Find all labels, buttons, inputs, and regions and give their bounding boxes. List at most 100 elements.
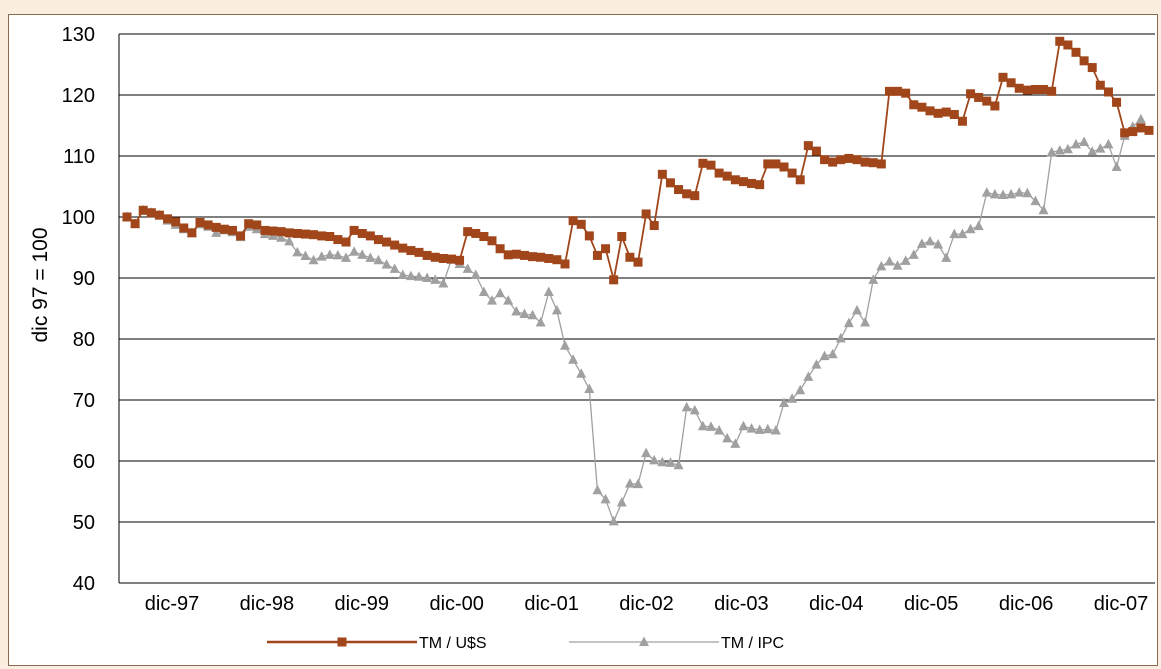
x-tick-label: dic-02 — [619, 593, 673, 615]
data-point — [836, 155, 846, 165]
data-point — [1022, 187, 1033, 198]
data-point — [390, 240, 400, 250]
data-point — [673, 459, 684, 470]
data-point — [543, 286, 554, 297]
data-point — [146, 208, 156, 218]
legend-label: TM / IPC — [721, 635, 784, 652]
data-point — [843, 317, 854, 328]
data-point — [381, 259, 392, 269]
data-point — [884, 86, 894, 96]
data-point — [292, 246, 303, 257]
data-point — [203, 220, 213, 230]
data-point — [860, 157, 870, 167]
data-point — [308, 254, 319, 265]
data-point — [730, 438, 741, 448]
data-point — [560, 259, 570, 269]
data-point — [211, 222, 221, 232]
data-point — [1022, 85, 1032, 95]
data-point — [211, 227, 222, 237]
y-tick-labels: 40 50 60 70 80 90 100 110 120 130 — [62, 24, 95, 595]
data-point — [373, 235, 383, 245]
data-point — [341, 237, 351, 247]
data-point — [828, 157, 838, 167]
data-point — [876, 159, 886, 169]
data-point — [576, 368, 587, 378]
data-point — [787, 168, 797, 178]
data-point — [584, 383, 595, 394]
data-point — [657, 456, 668, 467]
data-point — [633, 257, 643, 267]
y-tick-label: 130 — [62, 24, 95, 46]
data-point — [163, 214, 173, 224]
y-tick-label: 120 — [62, 85, 95, 107]
data-point — [405, 270, 416, 281]
data-point — [795, 175, 805, 185]
data-point — [1135, 113, 1146, 124]
data-point — [535, 317, 546, 327]
data-point — [349, 246, 360, 256]
data-point — [463, 227, 473, 237]
data-point — [909, 100, 919, 110]
x-tick-label: dic-04 — [809, 593, 863, 615]
series-triangle — [122, 113, 1146, 526]
data-point — [973, 220, 984, 231]
data-point — [1030, 195, 1041, 206]
data-point — [333, 235, 343, 245]
y-tick-label: 90 — [73, 268, 95, 290]
data-point — [1062, 143, 1073, 154]
data-point — [268, 226, 278, 236]
data-point — [503, 250, 513, 260]
data-point — [916, 238, 927, 248]
x-tick-labels: dic-97 dic-98 dic-99 dic-00 dic-01 dic-02 dic-… — [145, 593, 1148, 615]
data-point — [974, 92, 984, 102]
data-point — [674, 185, 684, 195]
data-point — [592, 250, 602, 260]
data-point — [406, 246, 416, 256]
data-point — [187, 228, 197, 238]
data-point — [430, 252, 440, 262]
data-point — [325, 232, 335, 242]
data-point — [779, 397, 789, 408]
data-point — [738, 420, 749, 431]
axes — [118, 34, 1155, 584]
x-tick-label: dic-98 — [240, 593, 294, 615]
data-point — [1103, 138, 1114, 149]
data-point — [276, 232, 287, 242]
data-point — [219, 224, 229, 234]
data-point — [1063, 40, 1073, 50]
data-point — [803, 371, 814, 381]
data-point — [600, 493, 611, 504]
data-point — [868, 158, 878, 168]
data-point — [276, 227, 286, 237]
data-point — [357, 249, 368, 259]
data-point — [462, 263, 473, 273]
data-point — [852, 304, 862, 315]
data-point — [649, 454, 660, 465]
data-point — [908, 249, 919, 259]
data-point — [309, 230, 319, 240]
data-point — [641, 209, 651, 219]
data-point — [324, 249, 335, 259]
data-point — [478, 286, 489, 297]
data-point — [528, 252, 538, 262]
data-point — [414, 271, 424, 281]
data-point — [1054, 145, 1065, 155]
data-point — [601, 244, 611, 254]
data-point — [1136, 123, 1146, 133]
data-point — [957, 228, 968, 239]
data-point — [471, 228, 481, 238]
data-point — [941, 252, 952, 262]
data-point — [422, 272, 433, 282]
data-point — [511, 249, 521, 259]
data-point — [925, 106, 935, 116]
legend-marker — [639, 636, 649, 646]
legend-marker — [337, 637, 347, 647]
data-point — [690, 191, 700, 201]
data-point — [487, 236, 497, 246]
x-tick-label: dic-00 — [429, 593, 483, 615]
data-point — [138, 205, 148, 215]
data-point — [527, 309, 538, 320]
legend-item: TM / U$S — [267, 635, 487, 652]
data-point — [236, 231, 246, 241]
data-point — [714, 168, 724, 178]
